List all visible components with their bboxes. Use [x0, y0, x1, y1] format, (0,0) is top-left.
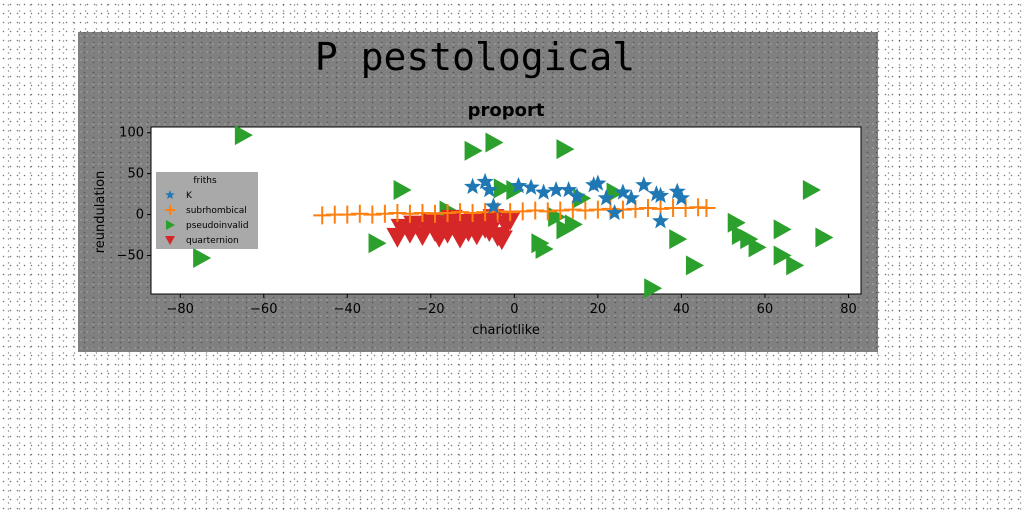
- point-K: [606, 204, 624, 221]
- legend-marker-subrhombical: [165, 205, 175, 215]
- point-pseudoinvalid: [234, 125, 253, 146]
- legend-label-K: K: [186, 191, 193, 201]
- point-pseudoinvalid: [802, 180, 821, 201]
- point-K: [547, 181, 565, 198]
- point-K: [635, 176, 653, 193]
- point-K: [652, 186, 670, 203]
- legend-label-quarternion: quarternion: [186, 236, 239, 246]
- x-tick-label: −80: [167, 302, 194, 317]
- point-pseudoinvalid: [393, 180, 412, 201]
- point-K: [585, 176, 603, 193]
- point-pseudoinvalid: [748, 237, 767, 258]
- x-tick-label: 20: [590, 302, 607, 317]
- y-tick-label: 100: [119, 126, 144, 141]
- point-pseudoinvalid: [368, 233, 387, 254]
- point-K: [589, 174, 607, 191]
- point-subrhombical: [697, 199, 716, 218]
- x-tick-label: 60: [757, 302, 774, 317]
- point-pseudoinvalid: [535, 238, 554, 259]
- point-K: [522, 178, 540, 195]
- figure: P pestological proport −80 −60 −40 −20 0 20 40…: [78, 32, 878, 352]
- point-K: [597, 189, 615, 206]
- point-quarternion: [482, 209, 505, 229]
- legend-label-subrhombical: subrhombical: [186, 206, 247, 216]
- x-axis-label: chariotlike: [472, 323, 540, 338]
- point-K: [535, 183, 553, 200]
- axis-ticks: −80 −60 −40 −20 0 20 40 60 80 100 50 0 −50: [117, 126, 857, 317]
- legend-marker-pseudoinvalid: [166, 220, 175, 230]
- legend-label-pseudoinvalid: pseudoinvalid: [186, 221, 249, 231]
- y-tick-label: −50: [117, 249, 144, 264]
- data-marks: [193, 125, 834, 299]
- y-axis-label: reundulation: [93, 171, 108, 254]
- point-pseudoinvalid: [464, 140, 483, 161]
- point-K: [480, 181, 498, 198]
- x-tick-label: −20: [417, 302, 444, 317]
- x-tick-label: 40: [673, 302, 690, 317]
- scatter-chart: P pestological proport −80 −60 −40 −20 0 20 40…: [93, 35, 862, 338]
- point-pseudoinvalid: [193, 247, 212, 268]
- y-tick-label: 50: [127, 167, 144, 182]
- point-pseudoinvalid: [685, 255, 704, 276]
- point-K: [484, 197, 502, 214]
- point-K: [510, 176, 528, 194]
- chart-title: proport: [468, 100, 545, 121]
- point-K: [464, 177, 482, 194]
- point-K: [672, 189, 690, 206]
- point-pseudoinvalid: [773, 245, 792, 266]
- point-pseudoinvalid: [786, 255, 805, 276]
- legend-marker-quarternion: [165, 236, 175, 245]
- point-K: [652, 212, 670, 229]
- point-pseudoinvalid: [815, 227, 834, 248]
- point-quarternion: [490, 230, 513, 251]
- point-K: [476, 172, 494, 190]
- point-pseudoinvalid: [556, 139, 575, 160]
- point-pseudoinvalid: [564, 214, 583, 235]
- legend-title: friths: [193, 176, 217, 186]
- point-pseudoinvalid: [485, 132, 504, 153]
- point-K: [560, 181, 578, 198]
- legend-marker-K: [165, 190, 175, 199]
- x-tick-label: −60: [250, 302, 277, 317]
- y-tick-label: 0: [136, 208, 144, 223]
- point-pseudoinvalid: [669, 229, 688, 250]
- x-tick-label: 0: [510, 302, 518, 317]
- x-tick-label: 80: [840, 302, 857, 317]
- point-K: [668, 182, 686, 199]
- point-K: [568, 187, 586, 204]
- point-K: [622, 189, 640, 206]
- point-pseudoinvalid: [644, 278, 663, 299]
- point-pseudoinvalid: [493, 178, 512, 199]
- point-K: [614, 183, 632, 200]
- x-tick-label: −40: [334, 302, 361, 317]
- chart-suptitle: P pestological: [315, 35, 635, 79]
- point-pseudoinvalid: [773, 219, 792, 240]
